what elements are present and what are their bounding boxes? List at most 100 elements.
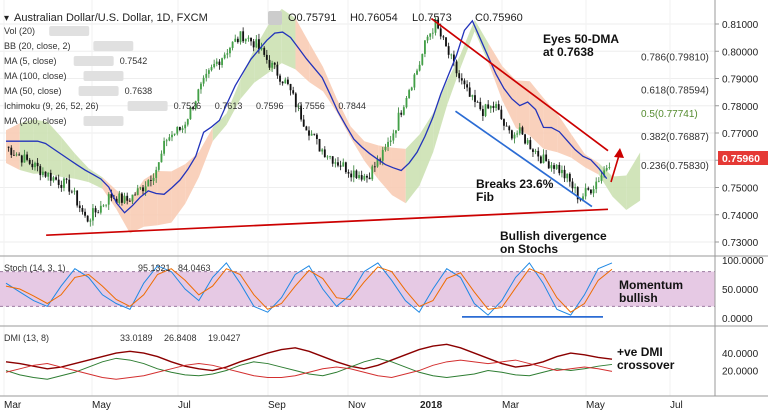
candle-body [63,178,65,189]
cloud-segment [130,179,144,234]
time-tick-label: Mar [502,400,520,411]
cloud-segment [33,119,48,174]
settings-button[interactable] [268,11,282,25]
candle-body [418,64,421,71]
cloud-segment [61,136,75,179]
indicator-label: Vol (20) [4,26,35,36]
candle-body [553,165,555,169]
price-tick-label: 0.75000 [722,184,759,195]
candle-body [555,164,558,169]
ohlc-close: C0.75960 [475,12,523,24]
candle-body [144,186,147,192]
candle-body [416,70,418,75]
candle-body [358,175,360,179]
candle-body [155,169,158,178]
candle-body [213,63,216,68]
candle-body [445,37,447,47]
candle-body [65,178,68,180]
indicator-label: MA (5, close) [4,56,57,66]
dmi-panel[interactable] [0,328,715,394]
cloud-segment [157,170,172,226]
candle-body [497,104,500,110]
candle-body [413,74,416,88]
cloud-segment [529,81,544,149]
candle-body [218,61,221,65]
candle-body [366,175,368,178]
indicator-value: 0.7613 [215,101,243,111]
candle-body [387,141,389,147]
candle-body [89,220,92,222]
candle-body [508,126,511,131]
up-arrow-head [614,148,624,158]
candle-body [323,149,326,158]
price-tick-label: 0.73000 [722,238,759,249]
resistance-trendline [430,17,609,152]
time-tick-label: Jul [670,400,683,411]
time-tick-label: Jul [178,400,191,411]
ohlc-low: L0.7573 [412,12,452,24]
candle-body [15,154,18,156]
candle-body [545,154,548,162]
candle-body [23,154,26,163]
candle-body [395,130,397,134]
support-trendline [46,208,609,237]
candle-body [550,165,553,169]
candle-body [392,133,395,141]
candle-body [244,38,247,42]
candle-body [350,173,353,178]
candle-body [57,179,60,185]
candle-body [331,156,334,164]
candle-body [524,134,526,144]
candle-body [26,154,29,160]
candle-body [300,105,303,120]
candle-body [492,105,495,108]
candle-body [265,54,268,60]
indicator-label: MA (100, close) [4,71,67,81]
cloud-segment [226,79,241,125]
candle-body [402,107,405,115]
candle-body [592,189,595,194]
candle-body [121,193,123,203]
cloud-segment [502,66,517,129]
indicator-label: MA (200, close) [4,116,67,126]
candle-body [321,149,324,152]
price-tick-label: 0.79000 [722,75,759,86]
candle-body [582,196,584,200]
dmi-label: DMI (13, 8) [4,333,49,343]
stoch-d-line [5,266,613,313]
candle-body [239,31,242,43]
candle-body [476,101,479,103]
candle-body [178,126,181,130]
indicator-controls [83,116,124,126]
candle-body [294,93,297,108]
candle-body [521,127,524,135]
annotation-eyes-line2: at 0.7638 [543,45,594,59]
candle-body [458,73,461,79]
candle-body [455,61,458,74]
time-axis: Mar May Jul Sep Nov 2018 Mar May Jul [4,400,683,411]
candle-body [136,188,139,195]
price-tick-label: 0.78000 [722,102,759,113]
candle-body [268,59,271,68]
candle-body [207,70,210,74]
candle-body [584,188,587,197]
candle-body [479,101,482,110]
candle-body [126,195,129,201]
candle-body [534,150,537,152]
candle-body [313,133,316,135]
candle-body [337,162,339,166]
chevron-icon[interactable]: ▾ [4,13,9,24]
candle-body [128,200,131,202]
candle-body [281,81,284,84]
candle-body [513,134,516,139]
cloud-segment [143,170,158,227]
candle-body [139,187,142,189]
candle-body [205,73,208,78]
candle-body [608,167,611,169]
candle-body [574,187,577,189]
candle-body [92,208,94,221]
candle-body [236,38,239,43]
candle-body [284,79,287,84]
cloud-segment [254,25,268,83]
